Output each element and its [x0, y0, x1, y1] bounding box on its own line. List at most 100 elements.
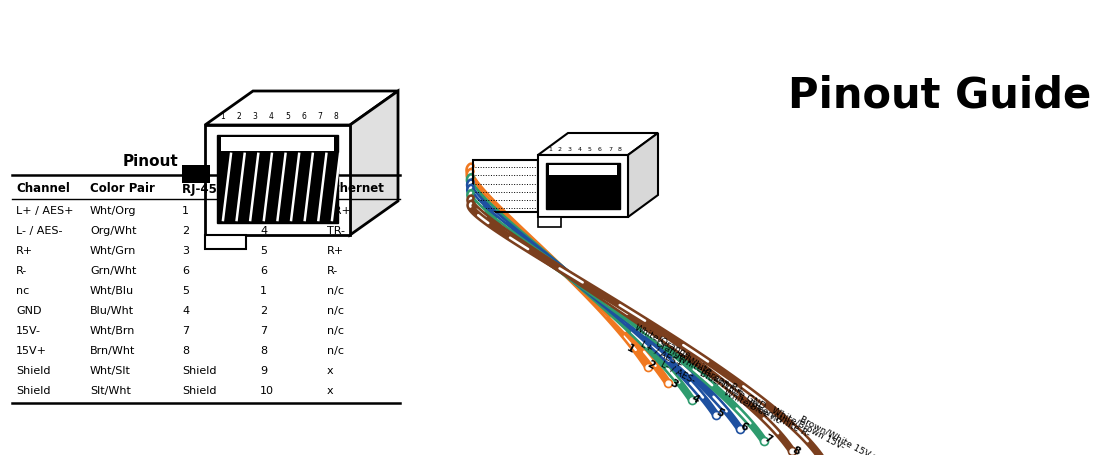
Text: 7: 7 [260, 326, 267, 336]
Polygon shape [538, 155, 628, 217]
Text: RJ-45 Pins: RJ-45 Pins [182, 182, 249, 196]
Text: L- / AES-: L- / AES- [17, 226, 63, 236]
Text: GND: GND [17, 306, 42, 316]
Text: nc: nc [17, 286, 30, 296]
Text: 4: 4 [260, 226, 267, 236]
Text: Slt/Wht: Slt/Wht [90, 386, 131, 396]
Polygon shape [549, 165, 617, 175]
Text: 10: 10 [260, 386, 274, 396]
Text: 5: 5 [714, 407, 725, 419]
Text: 1: 1 [548, 147, 552, 152]
Text: 5: 5 [588, 147, 592, 152]
Text: 7: 7 [608, 147, 612, 152]
Text: 3: 3 [668, 378, 679, 390]
Text: 110 Pins: 110 Pins [260, 182, 317, 196]
Text: 5: 5 [286, 112, 290, 121]
Text: L- / AES-: L- / AES- [658, 359, 696, 385]
Text: x: x [326, 366, 333, 376]
Polygon shape [350, 91, 398, 235]
Text: Brown/White 15V+: Brown/White 15V+ [797, 415, 878, 455]
Polygon shape [546, 163, 620, 209]
Text: 2: 2 [645, 359, 656, 371]
Text: Green/White R-: Green/White R- [746, 399, 811, 439]
Text: 7: 7 [762, 433, 773, 445]
Text: 15V-: 15V- [17, 326, 41, 336]
Text: n/c: n/c [326, 286, 344, 296]
Text: R-: R- [326, 266, 339, 276]
Text: Color Pair: Color Pair [90, 182, 154, 196]
Text: 2: 2 [237, 112, 242, 121]
Text: 8: 8 [182, 346, 189, 356]
Text: Ethernet: Ethernet [326, 182, 385, 196]
Text: Wht/Blu: Wht/Blu [90, 286, 135, 296]
Text: Shield: Shield [182, 366, 216, 376]
Text: Wht/Slt: Wht/Slt [90, 366, 131, 376]
Text: 8: 8 [333, 112, 339, 121]
Text: n/c: n/c [326, 306, 344, 316]
Text: 6: 6 [738, 421, 749, 433]
Text: Pinout Guide: Pinout Guide [789, 74, 1092, 116]
Text: 15V+: 15V+ [17, 346, 47, 356]
Text: White/Blue nc: White/Blue nc [722, 387, 782, 425]
Text: 8: 8 [618, 147, 622, 152]
Text: 3: 3 [568, 147, 572, 152]
Text: 3: 3 [260, 206, 267, 216]
Text: 8: 8 [790, 445, 801, 455]
Text: x: x [326, 386, 333, 396]
Text: 1: 1 [625, 343, 636, 355]
Text: Shield: Shield [182, 386, 216, 396]
Text: Channel: Channel [17, 182, 69, 196]
Text: White/Orange: White/Orange [633, 324, 693, 361]
Text: n/c: n/c [326, 346, 344, 356]
Text: Wht/Grn: Wht/Grn [90, 246, 137, 256]
Text: n/c: n/c [326, 326, 344, 336]
Text: White/Brown 15V-: White/Brown 15V- [770, 405, 846, 451]
Text: 5: 5 [182, 286, 189, 296]
Text: 1: 1 [221, 112, 225, 121]
Text: 1: 1 [260, 286, 267, 296]
Text: R-: R- [17, 266, 28, 276]
Polygon shape [538, 217, 560, 227]
Text: 7: 7 [318, 112, 322, 121]
Bar [182, 165, 210, 183]
Polygon shape [205, 235, 246, 249]
Text: 4: 4 [269, 112, 274, 121]
Text: 6: 6 [182, 266, 189, 276]
Text: L+ / AES+: L+ / AES+ [17, 206, 74, 216]
Text: Brn/Wht: Brn/Wht [90, 346, 136, 356]
Text: Wht/Brn: Wht/Brn [90, 326, 136, 336]
Text: 6: 6 [260, 266, 267, 276]
Text: R+: R+ [326, 246, 344, 256]
Text: 2: 2 [182, 226, 189, 236]
Polygon shape [221, 137, 334, 151]
Text: 5: 5 [260, 246, 267, 256]
Text: White/Green R+: White/Green R+ [676, 354, 746, 396]
Text: 2: 2 [558, 147, 563, 152]
Polygon shape [205, 91, 398, 125]
Text: TR-: TR- [326, 226, 345, 236]
Text: Blu/Wht: Blu/Wht [90, 306, 135, 316]
Text: Blue/White GND: Blue/White GND [698, 369, 767, 411]
Text: 8: 8 [260, 346, 267, 356]
Text: 6: 6 [301, 112, 307, 121]
Text: Shield: Shield [17, 366, 51, 376]
Text: TR+: TR+ [326, 206, 351, 216]
Polygon shape [205, 125, 350, 235]
Text: 6: 6 [598, 147, 602, 152]
Text: 4: 4 [578, 147, 582, 152]
Polygon shape [538, 133, 658, 155]
Text: 4: 4 [690, 393, 702, 405]
Text: L+ / AES+: L+ / AES+ [639, 339, 684, 369]
Text: Orange/White: Orange/White [653, 339, 713, 377]
Text: R+: R+ [17, 246, 33, 256]
Text: Org/Wht: Org/Wht [90, 226, 137, 236]
Polygon shape [628, 133, 658, 217]
Text: Grn/Wht: Grn/Wht [90, 266, 137, 276]
Text: 3: 3 [253, 112, 258, 121]
Text: 1: 1 [182, 206, 189, 216]
Text: 2: 2 [260, 306, 267, 316]
Text: 3: 3 [182, 246, 189, 256]
Text: 9: 9 [260, 366, 267, 376]
Text: 4: 4 [182, 306, 189, 316]
Polygon shape [217, 135, 338, 223]
